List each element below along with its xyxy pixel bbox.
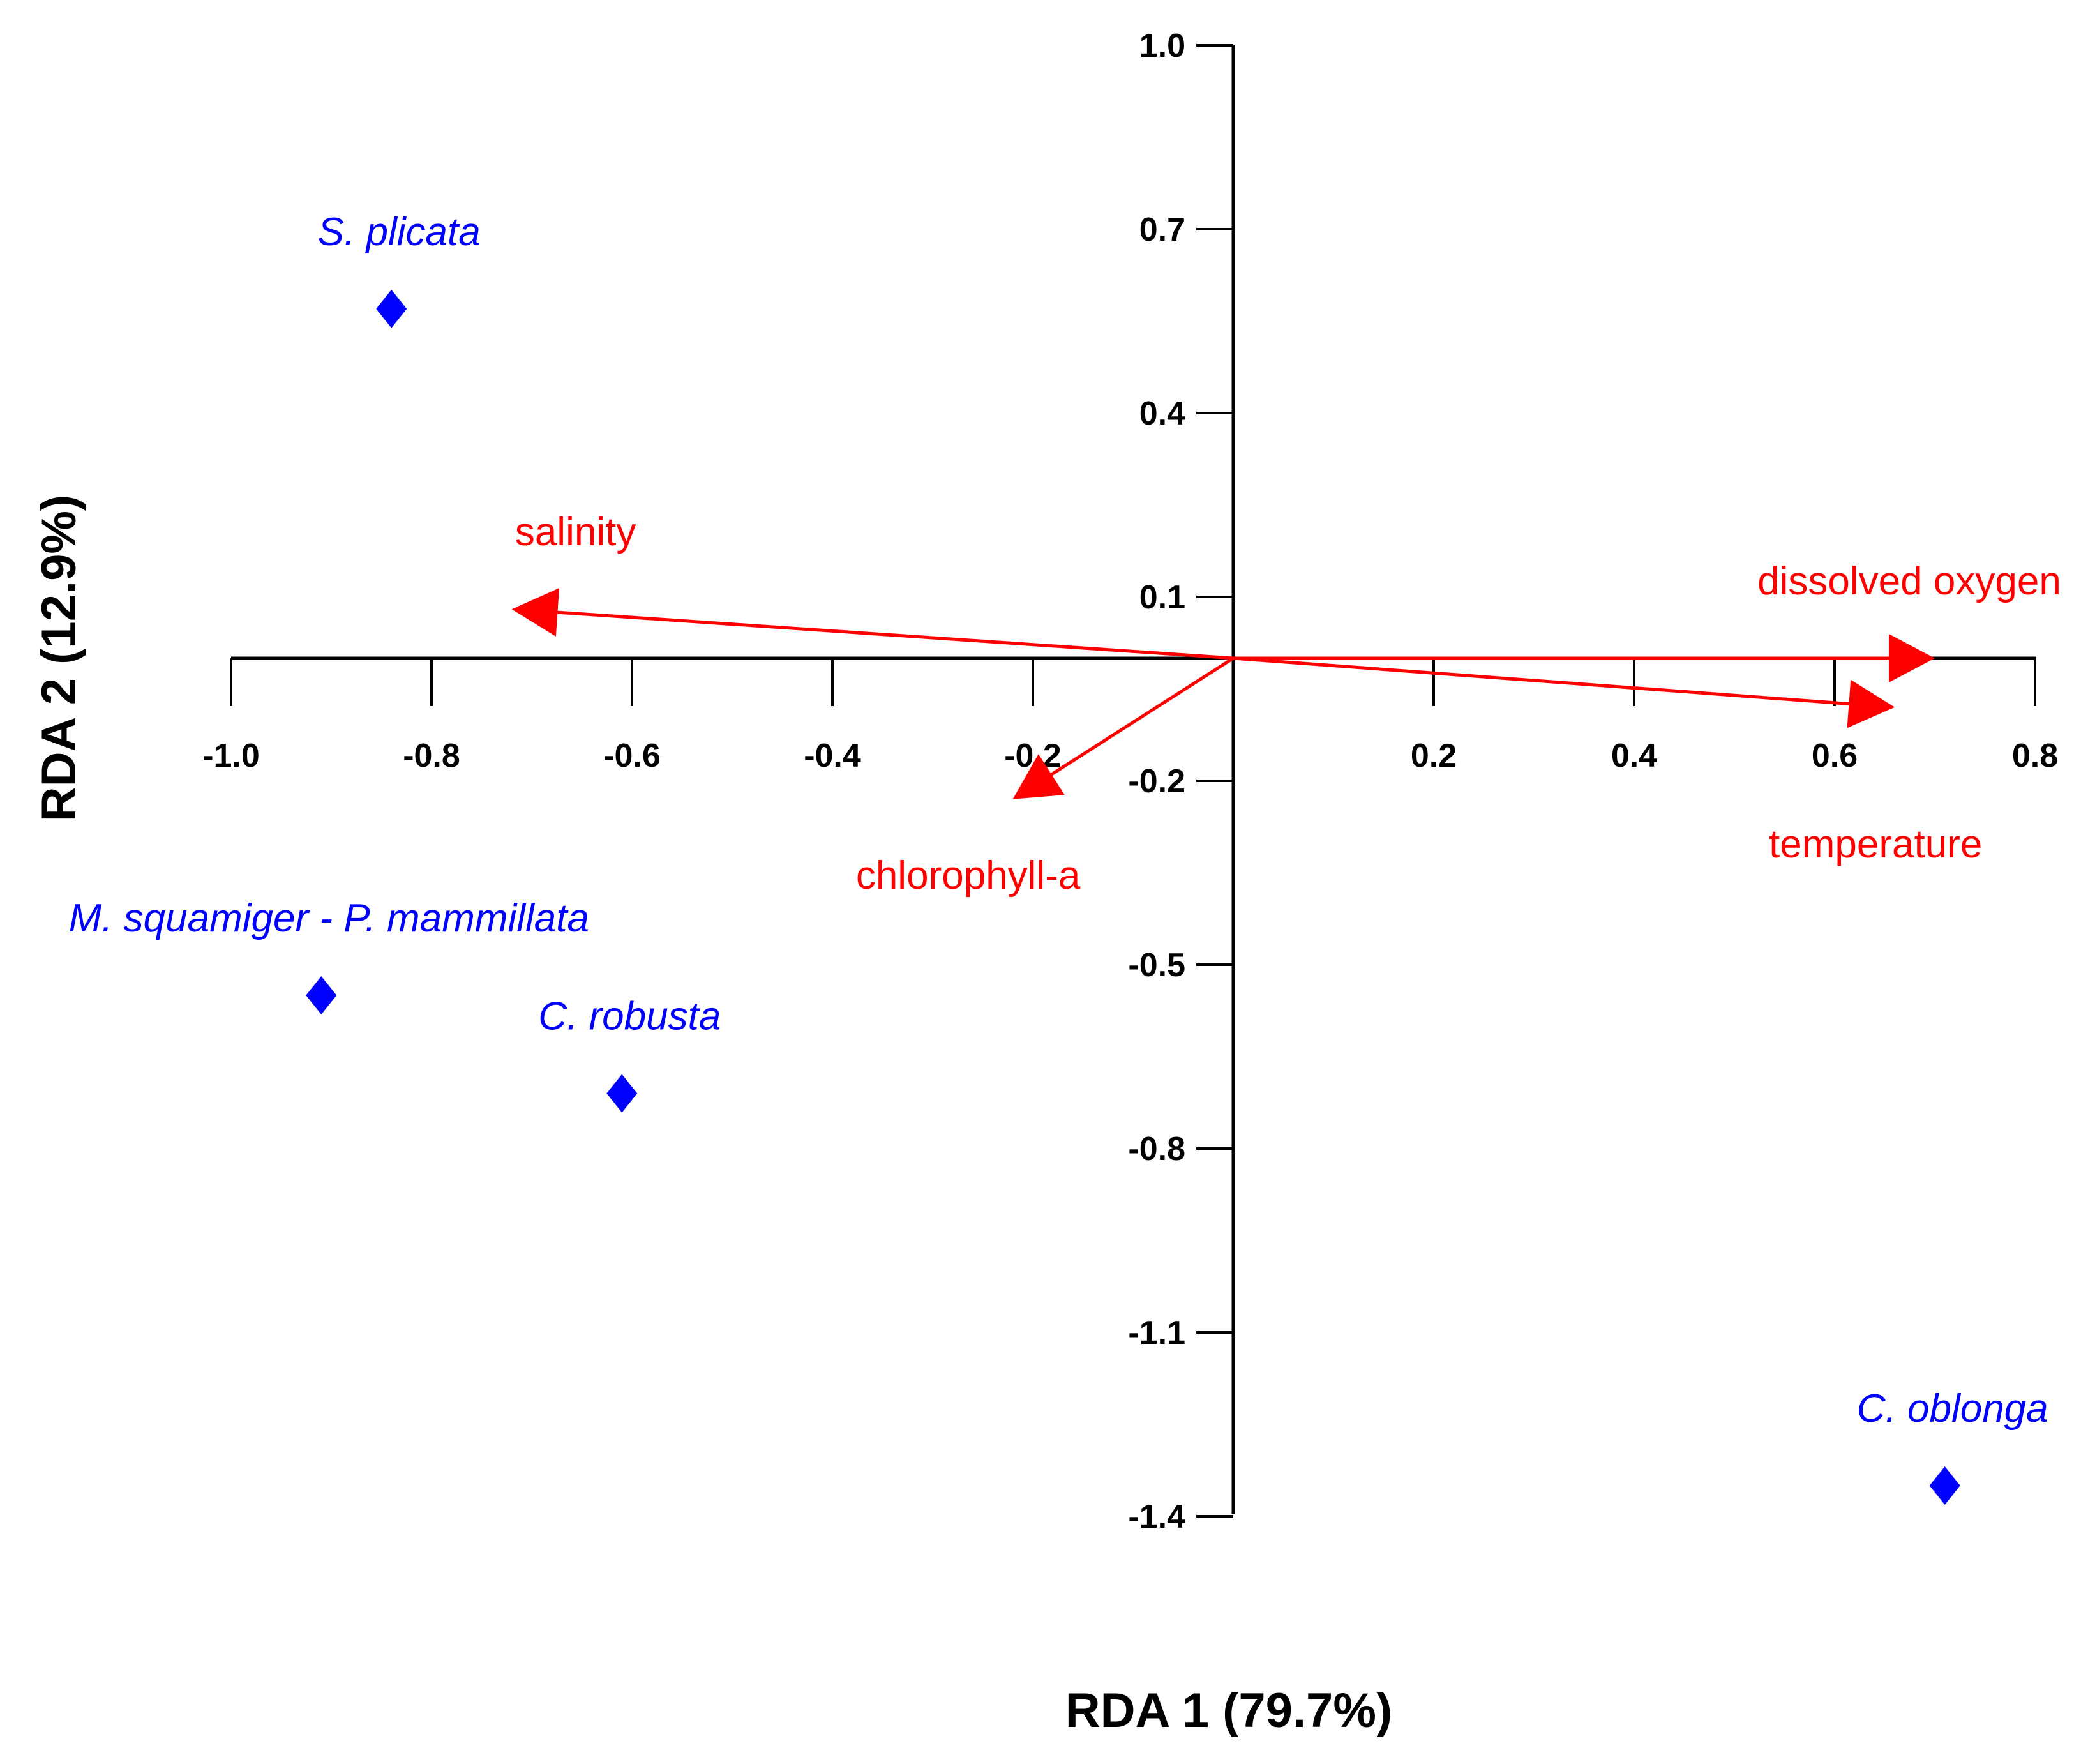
x-tick-label: -1.0 — [202, 737, 260, 774]
x-tick-label: -0.4 — [804, 737, 861, 774]
species-c-oblonga-label: C. oblonga — [1857, 1387, 2048, 1431]
vector-temperature-line — [1233, 656, 1849, 705]
vector-chlorophyll-a-label: chlorophyll-a — [856, 854, 1081, 898]
x-axis-title: RDA 1 (79.7%) — [1065, 1684, 1392, 1738]
vector-salinity-label: salinity — [515, 510, 636, 554]
vector-temperature-arrowhead — [1847, 679, 1895, 728]
vector-salinity-line — [557, 610, 1234, 660]
vector-chlorophyll-a-line — [1050, 656, 1235, 776]
species-c-oblonga-marker — [1929, 1466, 1960, 1505]
vector-temperature-label: temperature — [1769, 822, 1982, 866]
x-tick-label: 0.8 — [2012, 737, 2058, 774]
y-tick-label: -1.4 — [1128, 1498, 1185, 1535]
x-tick-label: 0.2 — [1411, 737, 1457, 774]
species-s-plicata-marker — [376, 289, 407, 328]
y-tick-label: 0.7 — [1139, 211, 1185, 248]
x-axis-ticks: -1.0 -0.8 -0.6 -0.4 -0.2 0.2 0.4 0.6 0.8 — [202, 658, 2058, 774]
species-m-squamiger-p-mammillata-label: M. squamiger - P. mammillata — [69, 896, 589, 940]
species-c-robusta-marker — [606, 1074, 638, 1113]
species-points: S. plicata M. squamiger - P. mammillata C.… — [69, 210, 2048, 1505]
x-tick-label: 0.4 — [1611, 737, 1657, 774]
y-tick-label: -1.1 — [1128, 1315, 1185, 1352]
y-axis-title: RDA 2 (12.9%) — [32, 495, 86, 822]
y-tick-label: -0.2 — [1128, 763, 1185, 800]
x-tick-label: -0.6 — [603, 737, 661, 774]
vector-salinity-arrowhead — [511, 588, 560, 637]
y-axis-ticks: 1.0 0.7 0.4 0.1 -0.2 -0.5 -0.8 -1.1 -1.4 — [1128, 27, 1233, 1535]
vector-chlorophyll-a-arrowhead — [1012, 754, 1065, 799]
species-s-plicata-label: S. plicata — [318, 210, 481, 254]
vector-dissolved-oxygen-label: dissolved oxygen — [1757, 559, 2061, 603]
y-tick-label: 0.1 — [1139, 579, 1185, 616]
y-tick-label: -0.8 — [1128, 1131, 1185, 1168]
x-tick-label: 0.6 — [1812, 737, 1858, 774]
environmental-vectors: salinity dissolved oxygen temperature chlor… — [511, 510, 2061, 898]
species-c-robusta-label: C. robusta — [538, 995, 721, 1039]
y-tick-label: 0.4 — [1139, 395, 1185, 432]
y-tick-label: 1.0 — [1139, 27, 1185, 64]
y-tick-label: -0.5 — [1128, 947, 1185, 984]
vector-dissolved-oxygen-arrowhead — [1889, 634, 1935, 682]
x-tick-label: -0.8 — [403, 737, 460, 774]
species-m-squamiger-p-mammillata-marker — [306, 976, 337, 1014]
